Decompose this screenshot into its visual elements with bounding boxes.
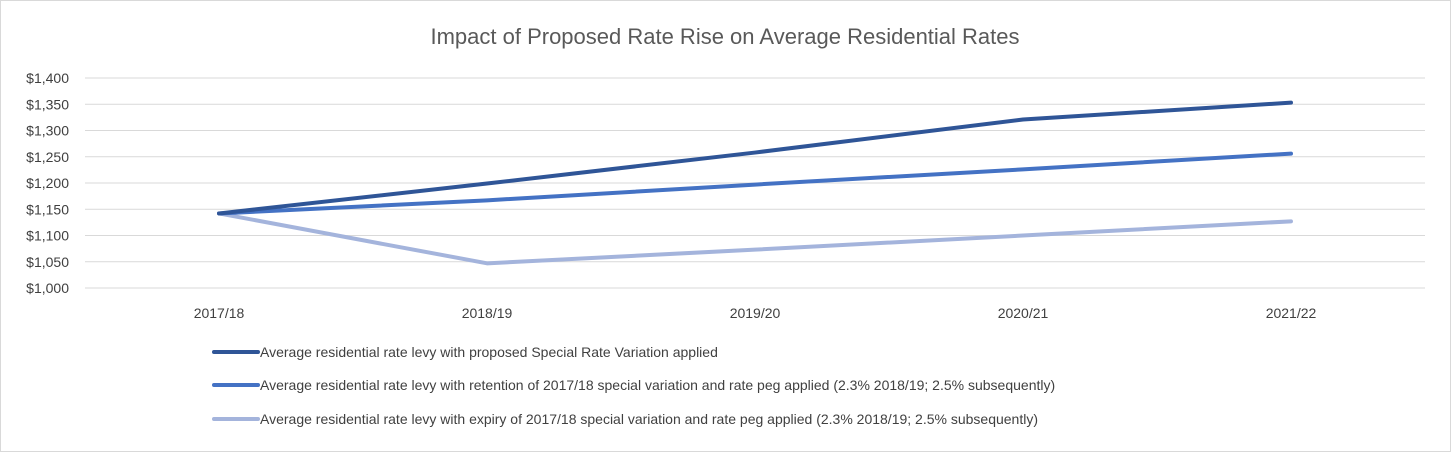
y-tick-label: $1,100 (26, 228, 69, 244)
y-axis-ticks: $1,000 $1,050 $1,100 $1,150 $1,200 $1,250 $1,3… (26, 70, 69, 296)
legend-label: Average residential rate levy with expir… (260, 411, 1038, 427)
y-tick-label: $1,400 (26, 70, 69, 86)
series-line-2 (217, 151, 1293, 216)
x-tick-label: 2021/22 (1266, 305, 1317, 321)
y-tick-label: $1,250 (26, 149, 69, 165)
legend-label: Average residential rate levy with reten… (260, 377, 1055, 393)
x-tick-label: 2020/21 (998, 305, 1049, 321)
y-tick-label: $1,000 (26, 280, 69, 296)
chart-title: Impact of Proposed Rate Rise on Average … (430, 24, 1019, 49)
legend-label: Average residential rate levy with propo… (260, 344, 718, 360)
legend: Average residential rate levy with propo… (212, 344, 1055, 427)
series-lines (217, 100, 1293, 266)
series-line-1 (217, 100, 1293, 216)
y-tick-label: $1,200 (26, 175, 69, 191)
y-tick-label: $1,150 (26, 201, 69, 217)
x-axis-ticks: 2017/18 2018/19 2019/20 2020/21 2021/22 (194, 305, 1317, 321)
y-tick-label: $1,350 (26, 96, 69, 112)
y-tick-label: $1,050 (26, 254, 69, 270)
x-tick-label: 2018/19 (462, 305, 513, 321)
gridlines (85, 77, 1425, 289)
y-tick-label: $1,300 (26, 123, 69, 139)
x-tick-label: 2019/20 (730, 305, 781, 321)
x-tick-label: 2017/18 (194, 305, 245, 321)
series-line-3 (217, 211, 1293, 266)
